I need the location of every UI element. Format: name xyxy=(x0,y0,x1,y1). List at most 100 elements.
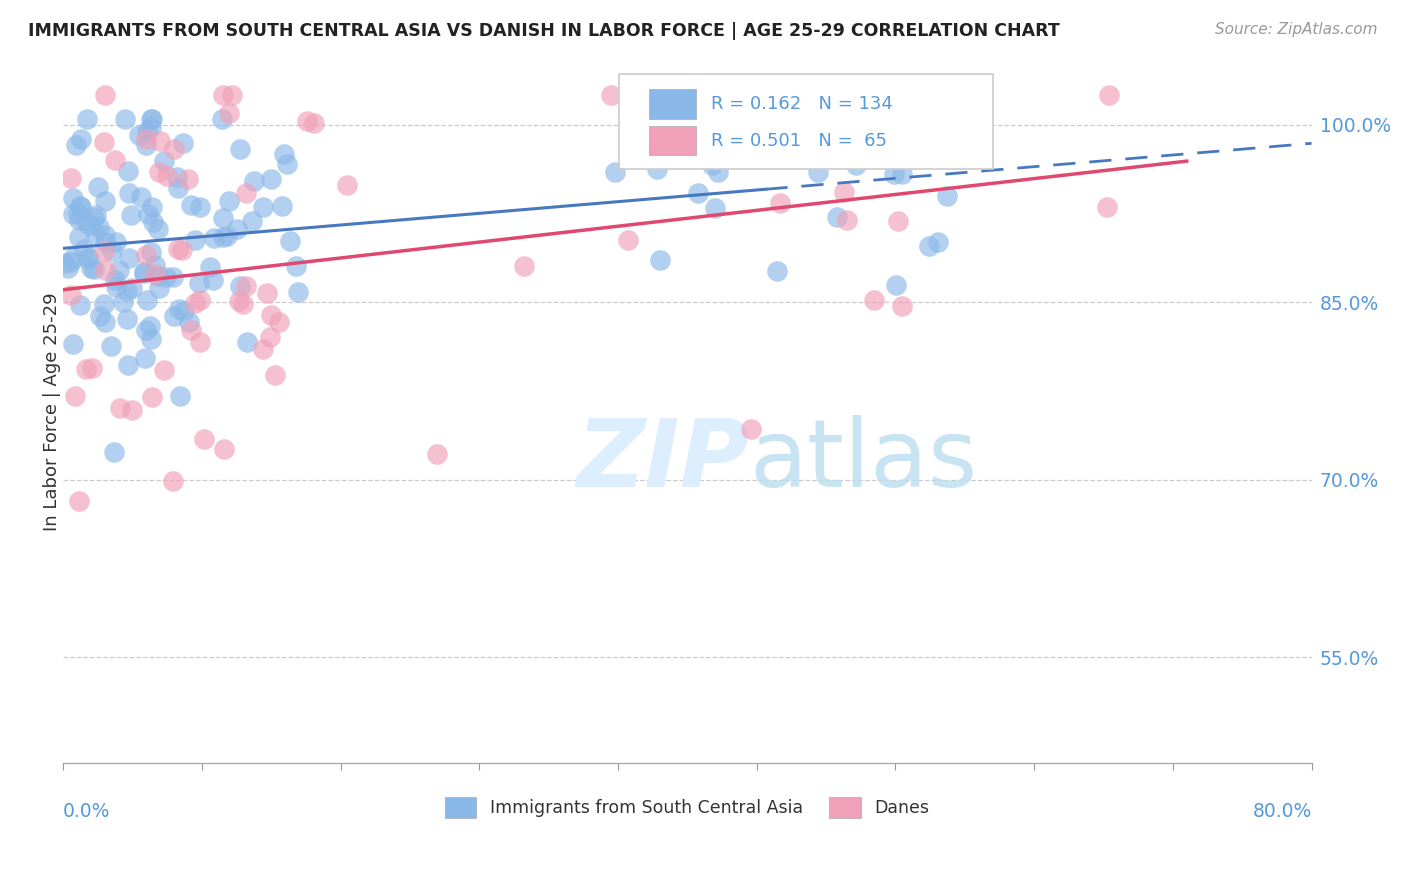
Point xyxy=(141,332,163,346)
Point xyxy=(75,362,97,376)
Point xyxy=(117,164,139,178)
Point xyxy=(264,368,287,382)
Point xyxy=(93,135,115,149)
Point xyxy=(114,112,136,126)
Point xyxy=(135,131,157,145)
Point xyxy=(188,200,211,214)
Point xyxy=(162,270,184,285)
Point xyxy=(80,360,103,375)
Point xyxy=(855,96,877,111)
Point xyxy=(287,285,309,299)
Point xyxy=(889,88,911,103)
Point xyxy=(76,112,98,126)
Point xyxy=(284,260,307,274)
Point xyxy=(104,153,127,168)
Point xyxy=(859,143,882,157)
Point xyxy=(862,88,884,103)
Point xyxy=(177,172,200,186)
Point xyxy=(103,445,125,459)
Point xyxy=(426,447,449,461)
Text: 80.0%: 80.0% xyxy=(1253,802,1312,822)
Point xyxy=(59,254,82,268)
Point xyxy=(221,88,243,103)
Point xyxy=(134,351,156,366)
Point xyxy=(617,233,640,247)
Point xyxy=(132,265,155,279)
Point xyxy=(231,297,253,311)
Point xyxy=(917,239,939,253)
Legend: Immigrants from South Central Asia, Danes: Immigrants from South Central Asia, Dane… xyxy=(439,790,936,825)
Point xyxy=(135,248,157,262)
Point xyxy=(115,284,138,298)
Point xyxy=(211,112,233,126)
Point xyxy=(709,124,731,138)
Point xyxy=(825,210,848,224)
Text: Source: ZipAtlas.com: Source: ZipAtlas.com xyxy=(1215,22,1378,37)
Point xyxy=(62,251,84,265)
Point xyxy=(131,189,153,203)
Point xyxy=(146,221,169,235)
Point xyxy=(128,128,150,143)
Point xyxy=(686,186,709,200)
Point xyxy=(173,304,195,318)
Point xyxy=(650,252,672,267)
Point xyxy=(235,186,257,201)
Text: IMMIGRANTS FROM SOUTH CENTRAL ASIA VS DANISH IN LABOR FORCE | AGE 25-29 CORRELAT: IMMIGRANTS FROM SOUTH CENTRAL ASIA VS DA… xyxy=(28,22,1060,40)
Point xyxy=(183,233,205,247)
Point xyxy=(302,116,325,130)
Point xyxy=(190,334,212,349)
Point xyxy=(62,207,84,221)
Y-axis label: In Labor Force | Age 25-29: In Labor Force | Age 25-29 xyxy=(44,293,60,531)
Point xyxy=(884,277,907,292)
Point xyxy=(135,124,157,138)
Point xyxy=(243,174,266,188)
Point xyxy=(832,185,855,199)
Point xyxy=(260,172,283,186)
Point xyxy=(156,169,179,183)
Point xyxy=(707,165,730,179)
Point xyxy=(100,339,122,353)
Point xyxy=(80,260,103,275)
Point xyxy=(807,165,830,179)
Point xyxy=(228,294,250,309)
Point xyxy=(169,389,191,403)
Point xyxy=(121,280,143,294)
FancyBboxPatch shape xyxy=(619,74,993,169)
Point xyxy=(214,442,236,456)
Point xyxy=(172,136,194,150)
Point xyxy=(69,199,91,213)
Point xyxy=(70,132,93,146)
Point xyxy=(73,213,96,227)
Point xyxy=(143,267,166,281)
Point xyxy=(84,208,107,222)
Point xyxy=(59,288,82,302)
Point xyxy=(139,120,162,135)
Point xyxy=(218,106,240,120)
Point xyxy=(77,218,100,232)
Point xyxy=(891,299,914,313)
Point xyxy=(76,252,98,266)
Point xyxy=(141,245,163,260)
Point xyxy=(193,432,215,446)
Point xyxy=(259,330,281,344)
Point xyxy=(217,229,239,244)
Point xyxy=(117,186,139,200)
Point xyxy=(769,196,792,211)
Point xyxy=(226,222,249,236)
Point xyxy=(252,343,274,357)
Point xyxy=(765,264,787,278)
Point xyxy=(73,242,96,256)
Point xyxy=(256,286,278,301)
Point xyxy=(153,362,176,376)
Point xyxy=(67,206,90,220)
Point xyxy=(101,244,124,258)
Point xyxy=(94,235,117,249)
Text: atlas: atlas xyxy=(749,415,979,507)
FancyBboxPatch shape xyxy=(648,89,696,119)
Point xyxy=(83,211,105,225)
Point xyxy=(53,255,76,269)
Point xyxy=(211,211,233,225)
Point xyxy=(93,194,115,209)
Point xyxy=(823,112,845,126)
Point xyxy=(167,181,190,195)
